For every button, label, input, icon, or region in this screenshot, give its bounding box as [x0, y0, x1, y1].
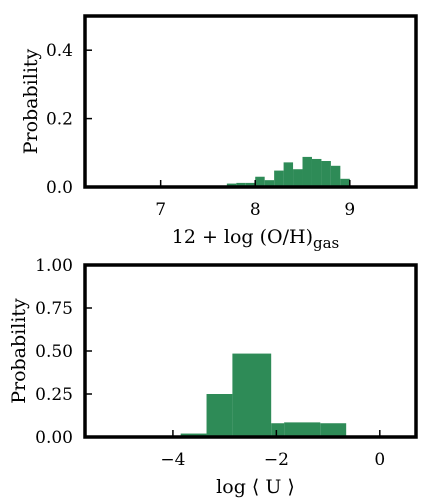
bar [232, 353, 272, 437]
bar [283, 162, 294, 187]
bars [154, 353, 380, 437]
bar [245, 182, 256, 187]
x-tick-label: −4 [160, 450, 185, 470]
plot-frame [83, 263, 418, 439]
x-axis-label: 12 + log (O/H)gas [172, 226, 340, 252]
bar [284, 422, 321, 437]
x-tick-label: −2 [264, 450, 289, 470]
bar [321, 161, 331, 187]
x-axis-label: log ⟨ U ⟩ [216, 476, 295, 498]
x-tick-label: 0 [374, 450, 385, 470]
bar [311, 158, 322, 187]
ionization-histogram: 0.00 0.25 0.50 0.75 1.00 −4 −2 0 log ⟨ U ⟩ Probab… [8, 256, 418, 498]
bar [264, 180, 275, 187]
bar [206, 394, 233, 437]
y-tick-label: 1.00 [35, 256, 73, 276]
x-axis-label-main: log ⟨ U ⟩ [216, 476, 295, 498]
y-tick-label: 0.25 [35, 385, 73, 405]
bar [330, 165, 341, 187]
x-tick-label: 8 [250, 200, 261, 220]
x-axis-label-subscript: gas [313, 234, 339, 252]
y-tick-label: 0.00 [35, 428, 73, 448]
y-axis-label: Probability [20, 48, 42, 154]
plot-frame [83, 14, 418, 189]
bar [271, 423, 285, 437]
y-tick-label: 0.75 [35, 299, 73, 319]
y-axis-label: Probability [8, 298, 30, 404]
bar [320, 423, 347, 437]
bar [255, 176, 265, 187]
bar [302, 156, 312, 187]
x-tick-label: 7 [155, 200, 166, 220]
x-tick-label: 9 [344, 200, 355, 220]
x-axis-label-main: 12 + log (O/H) [172, 226, 313, 248]
bar [274, 170, 284, 187]
bar [236, 182, 246, 187]
y-tick-label: 0.0 [46, 178, 73, 198]
y-tick-label: 0.4 [46, 41, 73, 61]
bar [340, 178, 350, 187]
bar [293, 169, 303, 187]
bars [217, 156, 360, 187]
y-tick-label: 0.2 [46, 110, 73, 130]
y-tick-label: 0.50 [35, 342, 73, 362]
